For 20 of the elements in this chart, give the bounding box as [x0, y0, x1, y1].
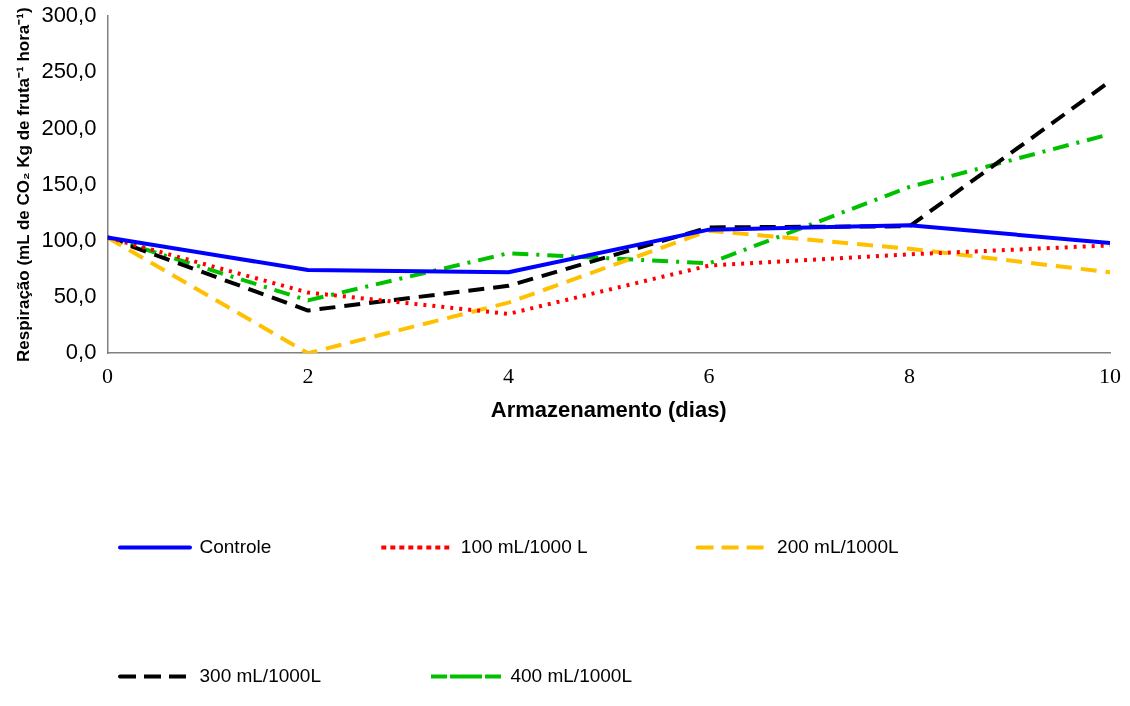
y-tick-label: 0,0: [65, 339, 97, 365]
x-axis-title: Armazenamento (dias): [490, 396, 727, 422]
x-tick-label: 10: [1099, 363, 1121, 389]
y-tick-label: 50,0: [53, 283, 97, 309]
legend-label: Controle: [199, 535, 272, 557]
y-tick-label: 200,0: [41, 114, 97, 140]
y-tick-label: 300,0: [41, 2, 97, 28]
y-tick-label: 150,0: [41, 170, 97, 196]
y-tick-label: 100,0: [41, 226, 97, 252]
x-tick-label: 8: [903, 363, 915, 389]
x-tick-label: 6: [703, 363, 715, 389]
x-tick-label: 0: [101, 363, 113, 389]
y-tick-label: 250,0: [41, 58, 97, 84]
y-axis-title: Respiração (mL de CO₂ Kg de fruta⁻¹ hora⁻¹): [13, 7, 33, 362]
x-tick-label: 4: [502, 363, 514, 389]
x-tick-label: 2: [302, 363, 314, 389]
legend-label: 400 mL/1000L: [510, 664, 632, 686]
legend-label: 100 mL/1000 L: [460, 535, 588, 557]
legend-label: 300 mL/1000L: [199, 664, 321, 686]
legend-label: 200 mL/1000L: [777, 535, 899, 557]
